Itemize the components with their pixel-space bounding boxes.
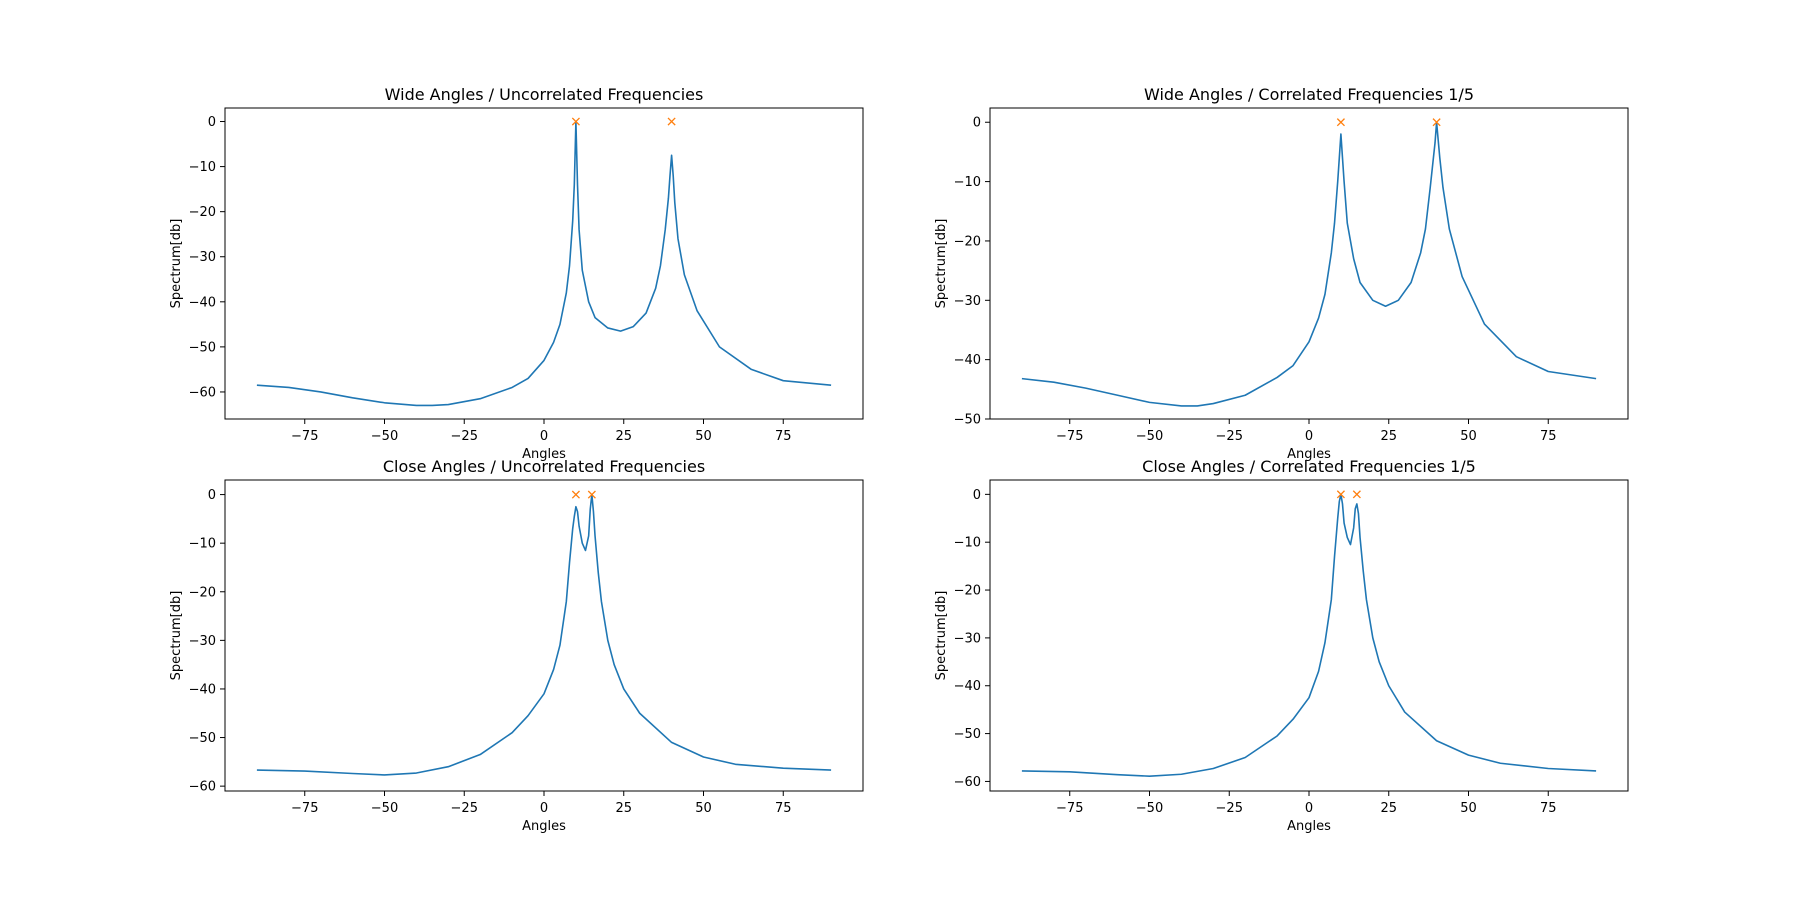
spectrum-line	[1021, 121, 1597, 407]
x-tick-label: −50	[371, 801, 398, 816]
x-tick-label: −25	[451, 801, 478, 816]
x-tick-label: −75	[291, 429, 318, 444]
y-tick-label: −30	[189, 634, 216, 649]
x-tick-label: −25	[1216, 429, 1243, 444]
y-tick-label: 0	[973, 116, 981, 131]
x-tick-label: 75	[775, 429, 792, 444]
subplot-wide-uncorrelated: Wide Angles / Uncorrelated Frequencies −7…	[169, 85, 864, 462]
y-tick-label: −40	[189, 682, 216, 697]
y-tick-label: −30	[954, 294, 981, 309]
x-tick-label: 75	[1540, 429, 1557, 444]
axes-frame	[224, 479, 864, 792]
x-tick-label: −75	[1056, 801, 1083, 816]
x-tick-label: 75	[775, 801, 792, 816]
y-tick-label: −60	[954, 775, 981, 790]
y-tick-label: −50	[189, 340, 216, 355]
peak-marker	[1336, 490, 1345, 499]
subplot-close-uncorrelated: Close Angles / Uncorrelated Frequencies −…	[169, 457, 864, 834]
subplot-close-correlated: Close Angles / Correlated Frequencies 1/…	[934, 457, 1629, 834]
x-tick-label: 50	[1460, 429, 1477, 444]
x-tick-label: 50	[695, 801, 712, 816]
spectrum-line	[256, 120, 832, 407]
x-tick-label: −25	[451, 429, 478, 444]
y-tick-label: −30	[189, 250, 216, 265]
peak-marker	[571, 117, 580, 126]
y-tick-label: −50	[954, 413, 981, 428]
y-tick-label: −60	[189, 780, 216, 795]
x-tick-label: −50	[1136, 801, 1163, 816]
y-tick-label: −40	[954, 353, 981, 368]
y-tick-label: −10	[189, 537, 216, 552]
x-tick-label: 25	[615, 429, 632, 444]
y-tick-label: −20	[189, 585, 216, 600]
chart-title: Wide Angles / Uncorrelated Frequencies	[385, 85, 704, 104]
y-tick-label: −10	[954, 536, 981, 551]
peak-marker	[1432, 118, 1441, 127]
y-tick-label: −10	[954, 175, 981, 190]
x-tick-label: 0	[1305, 429, 1313, 444]
spectrum-line	[1021, 493, 1597, 777]
peak-marker	[587, 490, 596, 499]
y-tick-label: 0	[208, 488, 216, 503]
peak-marker	[667, 117, 676, 126]
axes-frame	[224, 107, 864, 420]
subplot-wide-correlated: Wide Angles / Correlated Frequencies 1/5…	[934, 85, 1629, 462]
x-axis-label: Angles	[522, 447, 566, 462]
chart-title: Close Angles / Correlated Frequencies 1/…	[1142, 457, 1476, 476]
x-axis-label: Angles	[522, 819, 566, 834]
x-tick-label: 25	[1380, 801, 1397, 816]
chart-title: Wide Angles / Correlated Frequencies 1/5	[1144, 85, 1474, 104]
y-tick-label: −20	[954, 584, 981, 599]
y-tick-label: 0	[208, 115, 216, 130]
x-tick-label: −75	[1056, 429, 1083, 444]
x-tick-label: 0	[540, 429, 548, 444]
y-tick-label: 0	[973, 488, 981, 503]
y-tick-label: −40	[954, 679, 981, 694]
y-tick-label: −20	[189, 205, 216, 220]
axes-frame	[989, 107, 1629, 420]
chart-title: Close Angles / Uncorrelated Frequencies	[383, 457, 705, 476]
x-tick-label: −50	[1136, 429, 1163, 444]
y-axis-label: Spectrum[db]	[934, 219, 949, 309]
x-tick-label: 25	[615, 801, 632, 816]
peak-marker	[1336, 118, 1345, 127]
x-tick-label: 0	[1305, 801, 1313, 816]
axes-frame	[989, 479, 1629, 792]
x-tick-label: 75	[1540, 801, 1557, 816]
x-tick-label: 0	[540, 801, 548, 816]
y-tick-label: −20	[954, 234, 981, 249]
y-axis-label: Spectrum[db]	[934, 591, 949, 681]
peak-marker	[571, 490, 580, 499]
x-tick-label: −75	[291, 801, 318, 816]
x-tick-label: 50	[1460, 801, 1477, 816]
x-axis-label: Angles	[1287, 819, 1331, 834]
x-tick-label: −50	[371, 429, 398, 444]
peak-marker	[1352, 490, 1361, 499]
y-tick-label: −40	[189, 295, 216, 310]
y-tick-label: −50	[954, 727, 981, 742]
y-axis-label: Spectrum[db]	[169, 591, 184, 681]
y-tick-label: −50	[189, 731, 216, 746]
y-tick-label: −60	[189, 385, 216, 400]
x-tick-label: 25	[1380, 429, 1397, 444]
x-axis-label: Angles	[1287, 447, 1331, 462]
y-tick-label: −30	[954, 631, 981, 646]
y-tick-label: −10	[189, 160, 216, 175]
y-axis-label: Spectrum[db]	[169, 219, 184, 309]
x-tick-label: 50	[695, 429, 712, 444]
x-tick-label: −25	[1216, 801, 1243, 816]
spectrum-line	[256, 493, 832, 776]
